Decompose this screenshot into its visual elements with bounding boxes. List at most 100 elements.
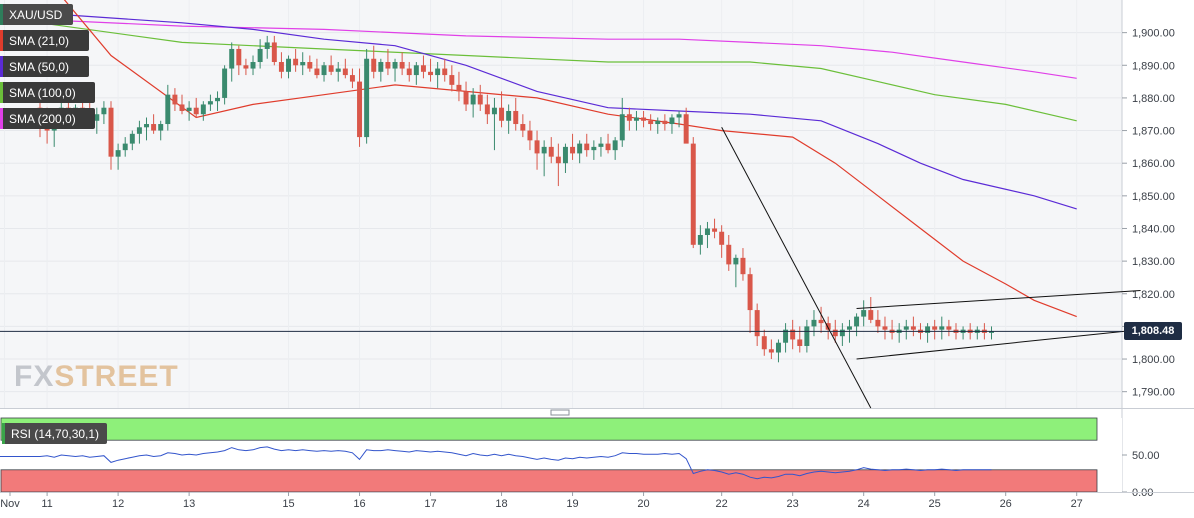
- candle-body: [910, 326, 916, 330]
- candle-body: [584, 143, 590, 151]
- candle: [726, 235, 732, 271]
- candle: [222, 65, 228, 105]
- legend-sma-21[interactable]: SMA (21,0): [0, 30, 89, 51]
- candle: [783, 323, 789, 353]
- candle: [122, 137, 128, 157]
- candle-body: [342, 68, 348, 76]
- candle: [506, 104, 512, 134]
- candle: [243, 58, 249, 76]
- candle-body: [179, 104, 185, 111]
- candle: [861, 300, 867, 327]
- x-tick-label: 23: [787, 498, 799, 510]
- legend-sma-200-label: SMA (200,0): [9, 111, 76, 126]
- candle-body: [236, 48, 242, 66]
- candle-body: [101, 107, 107, 115]
- candle: [314, 58, 320, 79]
- x-tick-label: 26: [1000, 498, 1012, 510]
- candle: [463, 81, 469, 111]
- candle: [555, 143, 561, 187]
- candle-body: [165, 94, 171, 125]
- candle-body: [726, 244, 732, 265]
- legend-sma-200[interactable]: SMA (200,0): [0, 108, 95, 129]
- candle-body: [215, 97, 221, 102]
- candle: [293, 48, 299, 72]
- candle: [499, 91, 505, 128]
- candle: [669, 114, 675, 134]
- candle: [754, 303, 760, 346]
- y-tick-label: 1,840.00: [1132, 223, 1175, 235]
- candle-body: [122, 143, 128, 151]
- candle-body: [818, 319, 824, 324]
- legend-sma-100[interactable]: SMA (100,0): [0, 82, 95, 103]
- candle: [818, 306, 824, 333]
- legend-sma-50[interactable]: SMA (50,0): [0, 56, 89, 77]
- candle: [761, 329, 767, 356]
- candle-body: [626, 114, 632, 121]
- candle: [257, 39, 263, 69]
- candle-body: [790, 329, 796, 340]
- candle: [129, 130, 135, 151]
- candle: [108, 101, 114, 170]
- candle-body: [158, 124, 164, 131]
- symbol-label[interactable]: XAU/USD: [0, 4, 73, 25]
- candle: [520, 114, 526, 138]
- candle-body: [371, 58, 377, 72]
- candle: [740, 248, 746, 281]
- candle-body: [690, 143, 696, 245]
- candle-body: [882, 326, 888, 330]
- sma-100-swatch: [0, 82, 3, 103]
- candle-body: [846, 326, 852, 330]
- x-tick-label: 17: [424, 498, 436, 510]
- candle: [335, 62, 341, 82]
- watermark-fx: FX: [14, 360, 55, 393]
- candle-body: [932, 326, 938, 330]
- rsi-label-text: RSI (14,70,30,1): [11, 426, 100, 441]
- candle-body: [477, 94, 483, 105]
- candle-body: [562, 146, 568, 164]
- symbol-text: XAU/USD: [9, 7, 63, 22]
- legend-sma-50-label: SMA (50,0): [9, 59, 70, 74]
- candle-body: [470, 94, 476, 105]
- candle: [612, 137, 618, 160]
- legend-sma-100-label: SMA (100,0): [9, 85, 76, 100]
- candle: [527, 120, 533, 151]
- candle: [321, 62, 327, 82]
- candle-body: [520, 124, 526, 131]
- candle: [619, 97, 625, 147]
- candle: [562, 143, 568, 173]
- candle-body: [200, 104, 206, 115]
- candle: [719, 225, 725, 258]
- candle-body: [768, 349, 774, 353]
- rsi-label[interactable]: RSI (14,70,30,1): [2, 423, 108, 444]
- candle: [229, 42, 235, 82]
- candle-body: [271, 42, 277, 63]
- candle-body: [449, 75, 455, 85]
- sma-lines: [39, 0, 1077, 318]
- y-tick-label: 1,830.00: [1132, 256, 1175, 268]
- y-tick-label: 1,820.00: [1132, 289, 1175, 301]
- candle-body: [435, 68, 441, 76]
- candle-body: [754, 310, 760, 337]
- time-x-axis: Nov 11 12 13 15 16 17 18 19 20 22 23 24 25 26 27: [0, 492, 1194, 510]
- y-tick-label: 1,850.00: [1132, 191, 1175, 203]
- candle-body: [357, 81, 363, 138]
- candle: [207, 94, 213, 111]
- candle-body: [278, 62, 284, 72]
- candle-body: [903, 326, 909, 330]
- candle: [406, 62, 412, 82]
- candle-body: [641, 117, 647, 121]
- candle-body: [307, 62, 313, 69]
- candle: [307, 55, 313, 72]
- candle: [286, 55, 292, 79]
- x-tick-label: 13: [183, 498, 195, 510]
- candle: [932, 319, 938, 340]
- candle-body: [392, 62, 398, 69]
- candle-body: [605, 143, 611, 151]
- candle: [165, 84, 171, 131]
- candle: [733, 254, 739, 288]
- candle: [456, 71, 462, 102]
- current-price-label: 1,808.48: [1124, 322, 1182, 341]
- candle-body: [740, 257, 746, 275]
- candle: [413, 62, 419, 85]
